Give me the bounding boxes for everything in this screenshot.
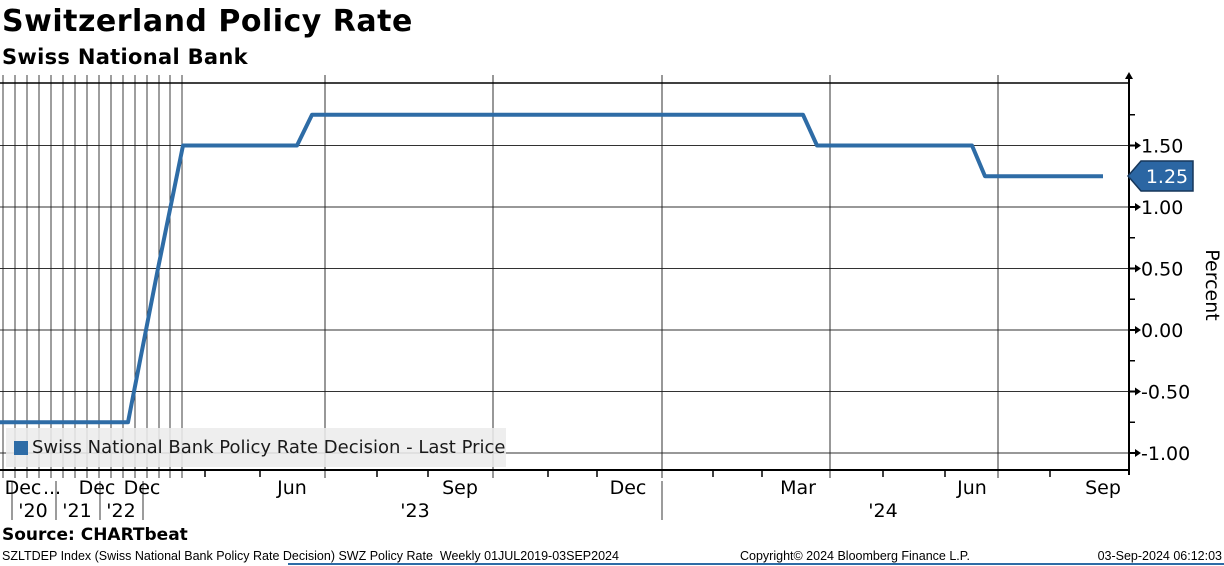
y-axis-label: 0.00 [1141, 320, 1183, 342]
x-month-label: Dec [124, 477, 161, 499]
x-month-label: Dec [5, 477, 42, 499]
x-month-label: ... [43, 477, 61, 499]
page-title: Switzerland Policy Rate [2, 4, 413, 39]
x-month-label: Dec [610, 477, 647, 499]
bottom-accent-line [288, 563, 1224, 565]
page-subtitle: Swiss National Bank [2, 45, 248, 69]
y-axis-label: 1.00 [1141, 197, 1183, 219]
rate-line [0, 112, 1103, 425]
x-year-label: '22 [106, 500, 135, 522]
y-tick-arrow-icon [1135, 141, 1141, 150]
x-year-label: '20 [18, 500, 47, 522]
x-month-label: Jun [956, 477, 987, 499]
y-tick-arrow-icon [1135, 449, 1141, 457]
y-tick-arrow-icon [1135, 264, 1141, 273]
y-tick-arrow-icon [1135, 387, 1141, 396]
x-year-label: '23 [400, 500, 429, 522]
copyright-notice: Copyright© 2024 Bloomberg Finance L.P. [740, 549, 970, 563]
x-month-label: Dec [79, 477, 116, 499]
y-axis-label: 0.50 [1141, 259, 1183, 281]
y-tick-arrow-icon [1135, 203, 1141, 211]
y-axis-label: -1.00 [1141, 443, 1190, 465]
x-month-label: Sep [442, 477, 478, 499]
last-price-badge [1127, 160, 1194, 192]
x-month-label: Sep [1085, 477, 1121, 499]
timestamp: 03-Sep-2024 06:12:03 [1097, 549, 1222, 563]
legend-label: Swiss National Bank Policy Rate Decision… [32, 437, 506, 458]
y-axis-label: -0.50 [1141, 382, 1190, 404]
x-month-label: Mar [780, 477, 816, 499]
y-tick-arrow-icon [1135, 326, 1141, 334]
source-label: Source: CHARTbeat [2, 525, 188, 545]
legend-swatch-icon [14, 440, 28, 455]
x-year-label: '24 [868, 500, 897, 522]
security-description: SZLTDEP Index (Swiss National Bank Polic… [2, 549, 619, 563]
y-axis-title: Percent [1201, 249, 1223, 321]
y-axis-top-arrow-icon [1125, 72, 1133, 79]
legend: Swiss National Bank Policy Rate Decision… [6, 428, 506, 467]
last-price-label: 1.25 [1146, 166, 1188, 188]
x-month-label: Jun [276, 477, 307, 499]
x-year-label: '21 [62, 500, 91, 522]
y-axis-label: 1.50 [1141, 136, 1183, 158]
